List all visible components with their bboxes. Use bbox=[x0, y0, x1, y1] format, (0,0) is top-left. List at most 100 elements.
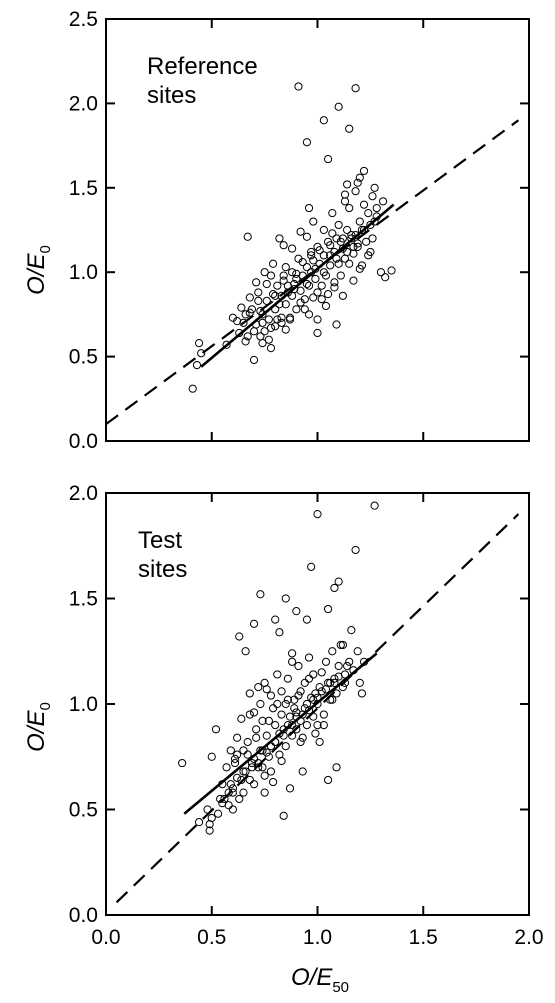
panel-label-line-1: Test bbox=[138, 527, 182, 554]
data-point bbox=[357, 689, 367, 698]
data-point bbox=[351, 84, 360, 93]
data-point bbox=[294, 661, 303, 671]
x-tick-label: 1.5 bbox=[409, 926, 438, 949]
data-point bbox=[334, 259, 343, 268]
data-point bbox=[330, 674, 339, 683]
data-point bbox=[300, 305, 309, 314]
data-point bbox=[233, 317, 242, 326]
data-point bbox=[313, 509, 322, 519]
data-point bbox=[370, 183, 379, 192]
data-point bbox=[309, 670, 318, 679]
data-point bbox=[283, 695, 292, 704]
data-point bbox=[258, 338, 267, 348]
data-point bbox=[330, 283, 339, 292]
data-point bbox=[311, 274, 320, 284]
data-point bbox=[328, 647, 337, 656]
data-point bbox=[334, 577, 343, 586]
data-point bbox=[355, 217, 364, 226]
y-tick-label: 1.5 bbox=[69, 588, 98, 611]
data-point bbox=[264, 752, 273, 761]
data-point bbox=[266, 271, 276, 280]
data-point bbox=[285, 712, 295, 721]
data-point bbox=[307, 562, 316, 571]
data-point bbox=[273, 281, 282, 290]
y-tick-label: 0.0 bbox=[69, 430, 98, 453]
data-point bbox=[288, 649, 297, 658]
data-point bbox=[211, 725, 221, 734]
data-point bbox=[260, 268, 269, 277]
data-point bbox=[277, 687, 286, 696]
data-point bbox=[239, 318, 248, 327]
data-point bbox=[262, 279, 271, 289]
data-point bbox=[249, 355, 259, 365]
data-point bbox=[334, 102, 343, 111]
data-point bbox=[271, 721, 280, 730]
data-point bbox=[281, 263, 290, 272]
data-point bbox=[222, 763, 231, 772]
data-point bbox=[256, 590, 265, 599]
data-point bbox=[226, 780, 235, 789]
data-point bbox=[332, 254, 341, 263]
data-point bbox=[307, 247, 316, 257]
data-point bbox=[332, 763, 341, 772]
data-point bbox=[298, 257, 307, 267]
panel-label-line-2: sites bbox=[147, 82, 196, 109]
data-point bbox=[241, 310, 250, 319]
data-point bbox=[381, 273, 390, 282]
data-point bbox=[330, 278, 339, 287]
x-axis-title: O/E50 bbox=[291, 964, 349, 996]
data-point bbox=[239, 746, 248, 755]
data-point bbox=[285, 313, 295, 322]
data-point bbox=[340, 197, 350, 206]
data-point bbox=[239, 767, 248, 776]
data-point bbox=[281, 325, 290, 334]
data-point bbox=[247, 758, 257, 768]
test-sites-panel: O/E0 Test sites O/E50 0.0 0.5 1.0 1.5 2.0 0.0… bbox=[23, 482, 544, 996]
data-point bbox=[194, 818, 204, 827]
data-point bbox=[304, 674, 314, 683]
data-point bbox=[319, 116, 328, 125]
data-point bbox=[298, 767, 307, 776]
data-point bbox=[268, 704, 278, 713]
data-point bbox=[283, 674, 292, 683]
regression-solid-line bbox=[200, 203, 395, 368]
data-point bbox=[326, 678, 335, 688]
data-point bbox=[260, 788, 269, 797]
data-point bbox=[188, 384, 197, 393]
data-point bbox=[288, 657, 297, 666]
data-point bbox=[334, 220, 343, 230]
data-point bbox=[311, 729, 320, 738]
data-point bbox=[336, 271, 345, 280]
data-point bbox=[292, 274, 301, 284]
data-point bbox=[192, 360, 202, 370]
data-point bbox=[319, 721, 328, 730]
data-point bbox=[249, 327, 259, 336]
data-point bbox=[254, 288, 263, 297]
data-point bbox=[338, 234, 347, 243]
data-point bbox=[288, 244, 297, 253]
one-to-one-dashed-line bbox=[105, 119, 520, 426]
y-tick-label: 0.5 bbox=[69, 799, 98, 822]
data-point bbox=[205, 820, 214, 829]
data-point bbox=[245, 293, 254, 302]
data-point bbox=[213, 809, 223, 818]
data-point bbox=[237, 775, 246, 785]
data-point bbox=[266, 344, 276, 353]
data-point bbox=[266, 691, 276, 700]
data-point bbox=[249, 708, 259, 717]
data-point bbox=[368, 192, 377, 201]
data-point bbox=[302, 263, 312, 272]
y-axis-title-bottom: O/E0 bbox=[23, 702, 54, 752]
data-point bbox=[254, 296, 263, 305]
data-point bbox=[258, 763, 267, 772]
data-point bbox=[256, 699, 265, 709]
data-point bbox=[249, 780, 259, 789]
data-point bbox=[309, 293, 318, 302]
data-point bbox=[349, 242, 358, 251]
data-point bbox=[256, 332, 265, 341]
data-point bbox=[319, 268, 328, 277]
data-point bbox=[264, 315, 273, 324]
data-point bbox=[330, 583, 339, 593]
data-point bbox=[222, 340, 231, 349]
data-point bbox=[302, 138, 312, 147]
